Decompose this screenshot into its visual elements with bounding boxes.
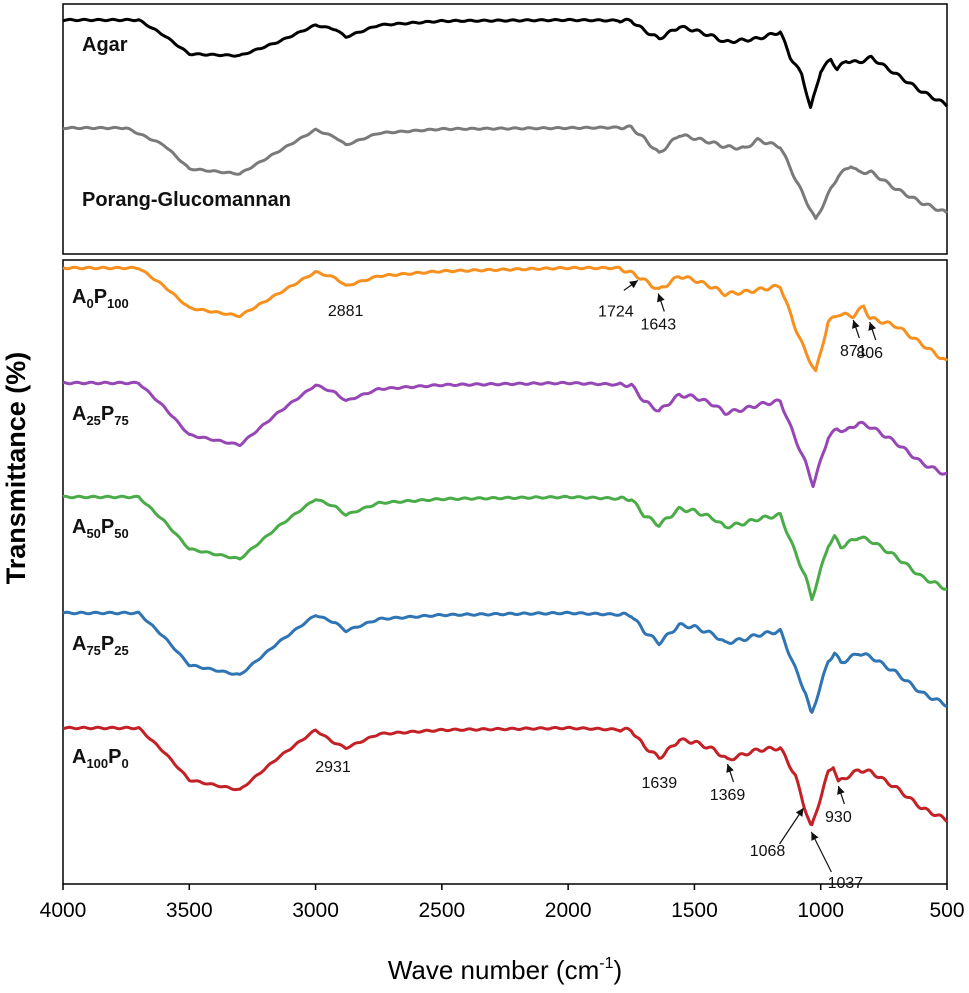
x-axis-label: Wave number (cm-1) [388,955,622,985]
series-label-a0p100: A0P100 [72,286,129,311]
x-tick-label: 500 [929,899,964,922]
series-line-a50p50 [62,494,948,602]
annotation-label: 1639 [642,775,678,792]
annotation-arrowhead [795,808,804,817]
x-tick-label: 1000 [797,899,844,922]
annotation-label: 806 [856,345,883,362]
annotation-arrowhead [657,293,665,303]
annotation-label: 930 [825,809,852,826]
annotation-label: 2931 [315,759,351,776]
annotation-label: 1068 [750,843,786,860]
series-line-agar [62,17,949,109]
bottom-panel-frame [62,259,948,885]
annotation-label: 871 [840,343,867,360]
series-label-a25p75: A25P75 [72,403,129,428]
annotation-label: 1724 [598,303,634,320]
x-tick-label: 2000 [545,899,592,922]
x-axis-label-sup: -1 [599,955,613,972]
annotation-label: 1643 [641,317,677,334]
annotation-arrowhead [837,786,845,795]
annotation-label: 2881 [328,303,364,320]
annotation-label: 1037 [828,875,864,892]
annotation-arrowhead [629,280,638,289]
y-axis-label: Transmittance (%) [1,352,31,585]
series-layer [62,17,949,827]
x-axis-label-main: Wave number (cm [388,955,599,985]
x-tick-label: 3000 [292,899,339,922]
series-label-a75p25: A75P25 [72,633,129,658]
series-label-a50p50: A50P50 [72,516,129,541]
series-line-porang-glucomannan [62,124,949,220]
x-tick-label: 4000 [40,899,87,922]
annotation-arrowhead [726,764,734,773]
annotation-label: 1369 [710,787,746,804]
series-line-a25p75 [62,380,948,489]
series-line-a75p25 [62,610,948,714]
annotation-arrowhead [868,322,876,331]
series-label-a100p0: A100P0 [72,746,129,771]
series-line-a100p0 [62,725,948,827]
annotation-arrowhead [811,832,819,841]
x-axis-label-end: ) [613,955,622,985]
x-tick-label: 2500 [418,899,465,922]
x-tick-label: 1500 [671,899,718,922]
x-tick-label: 3500 [166,899,213,922]
series-label-porang-glucomannan: Porang-Glucomannan [82,189,291,211]
annotation-arrowhead [852,320,860,329]
x-axis-ticks: 4000 3500 3000 2500 2000 1500 1000 500 [40,884,965,922]
series-label-agar: Agar [82,34,128,56]
series-line-a0p100 [62,265,949,373]
